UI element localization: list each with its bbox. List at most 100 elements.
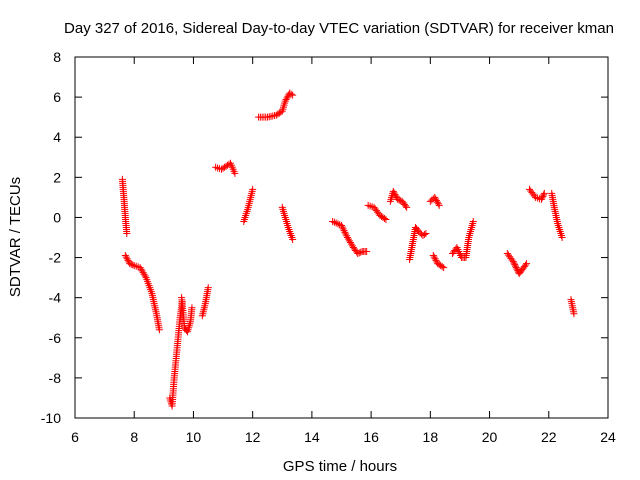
data-point — [282, 96, 290, 104]
data-point — [141, 272, 149, 280]
y-tick-label: 0 — [53, 209, 61, 225]
data-point — [394, 195, 402, 203]
data-segment-10 — [329, 217, 371, 258]
data-point — [403, 203, 411, 211]
data-segment-16 — [449, 217, 477, 262]
chart-title: Day 327 of 2016, Sidereal Day-to-day VTE… — [64, 20, 614, 37]
data-segment-2 — [121, 252, 163, 334]
data-segment-6 — [212, 159, 239, 177]
data-point — [123, 229, 131, 237]
y-axis: -10 -8 -6 -4 -2 0 2 4 6 8 — [41, 49, 608, 426]
data-segment-18 — [526, 185, 548, 203]
data-point — [355, 249, 363, 257]
data-segment-13 — [406, 223, 430, 264]
data-point — [342, 230, 350, 238]
data-point — [155, 326, 163, 334]
data-point — [521, 261, 529, 269]
data-segment-4 — [178, 294, 196, 336]
data-point — [422, 229, 430, 237]
data-point — [420, 230, 428, 238]
data-point — [509, 258, 517, 266]
data-point — [338, 221, 345, 229]
data-point — [392, 192, 400, 200]
data-point — [382, 215, 390, 223]
data-point — [129, 261, 137, 269]
data-point — [338, 223, 346, 231]
data-segment-8 — [255, 89, 297, 121]
data-point — [357, 248, 365, 256]
data-point — [231, 169, 239, 177]
data-point — [289, 236, 297, 244]
data-point — [469, 217, 477, 225]
x-axis: 6 8 10 12 14 16 18 20 22 24 — [71, 57, 616, 445]
x-tick-label: 18 — [423, 429, 439, 445]
data-point — [510, 259, 518, 267]
data-point — [402, 202, 410, 210]
x-tick-label: 16 — [363, 429, 379, 445]
y-tick-label: 6 — [53, 89, 61, 105]
data-point — [354, 250, 362, 258]
data-point — [380, 214, 388, 222]
data-point — [537, 195, 545, 203]
data-point — [430, 253, 438, 261]
data-point — [363, 248, 371, 256]
data-point — [249, 185, 257, 193]
data-point — [511, 261, 519, 269]
data-segment-17 — [503, 250, 531, 278]
data-point — [434, 200, 442, 208]
data-point — [287, 90, 295, 98]
data-point — [435, 201, 443, 209]
x-axis-label: GPS time / hours — [283, 458, 397, 475]
data-point — [123, 255, 131, 263]
data-point — [440, 264, 448, 272]
data-point — [126, 260, 134, 268]
data-point — [122, 253, 130, 261]
data-point — [433, 198, 441, 206]
data-segment-11 — [364, 201, 390, 223]
data-point — [281, 97, 289, 105]
data-point — [395, 196, 403, 204]
data-point — [289, 91, 297, 99]
data-point — [512, 264, 520, 272]
data-point — [432, 256, 440, 264]
x-tick-label: 10 — [186, 429, 202, 445]
data-point — [204, 284, 212, 292]
data-segment-15 — [429, 252, 448, 272]
y-tick-label: -4 — [49, 290, 62, 306]
data-segment-20 — [567, 296, 578, 318]
data-segment-14 — [426, 193, 443, 209]
data-point — [429, 252, 437, 260]
data-point — [127, 260, 135, 268]
data-point — [188, 304, 196, 312]
plot-frame — [74, 56, 609, 419]
data-point — [343, 232, 351, 240]
x-tick-label: 20 — [482, 429, 498, 445]
data-point — [332, 219, 340, 227]
data-point — [390, 189, 398, 197]
data-point — [121, 252, 129, 260]
data-point — [539, 192, 547, 200]
data-point — [330, 218, 338, 226]
x-tick-label: 14 — [304, 429, 320, 445]
data-point — [540, 189, 548, 197]
x-tick-label: 8 — [130, 429, 138, 445]
data-point — [513, 265, 521, 273]
data-point — [438, 263, 446, 271]
data-point — [431, 193, 439, 201]
data-point — [391, 191, 399, 199]
data-point — [570, 310, 578, 318]
y-tick-label: 2 — [53, 169, 61, 185]
data-point — [389, 187, 397, 195]
data-point — [558, 234, 566, 241]
data-point — [433, 197, 441, 205]
data-segment-7 — [240, 185, 257, 225]
y-tick-label: -2 — [49, 250, 62, 266]
data-point — [283, 94, 291, 102]
data-point — [511, 262, 519, 270]
y-tick-label: -8 — [49, 370, 62, 386]
data-point — [341, 228, 349, 236]
data-segment-9 — [278, 203, 297, 244]
y-axis-label: SDTVAR / TECUs — [7, 177, 24, 297]
data-segment-19 — [548, 189, 566, 241]
x-tick-label: 6 — [71, 429, 79, 445]
